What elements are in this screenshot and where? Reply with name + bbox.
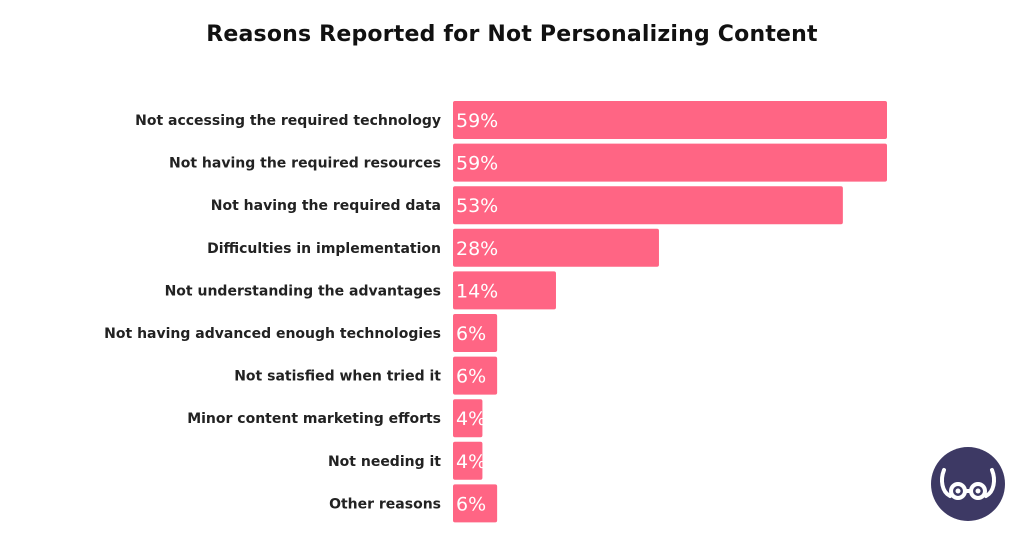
bar	[453, 143, 887, 182]
value-label: 4%	[456, 451, 486, 473]
category-label: Not accessing the required technology	[135, 113, 441, 129]
value-label: 6%	[456, 323, 486, 345]
value-label: 28%	[456, 238, 498, 260]
category-label: Not having advanced enough technologies	[104, 326, 441, 342]
category-label: Not having the required data	[211, 198, 441, 214]
bar	[453, 484, 498, 523]
category-label: Not understanding the advantages	[165, 283, 441, 299]
category-labels: Not accessing the required technology Not…	[104, 113, 441, 512]
value-label: 59%	[456, 153, 498, 175]
bar	[453, 356, 498, 395]
bar	[453, 399, 483, 438]
bar	[453, 186, 843, 225]
category-label: Minor content marketing efforts	[187, 411, 441, 427]
owl-eyes-logo-icon	[931, 447, 1005, 521]
category-label: Not needing it	[328, 454, 441, 470]
value-label: 14%	[456, 280, 498, 302]
bar	[453, 228, 659, 267]
category-label: Other reasons	[329, 496, 441, 512]
bar	[453, 271, 556, 310]
category-label: Not satisfied when tried it	[234, 369, 441, 385]
value-label: 4%	[456, 408, 486, 430]
bar	[453, 441, 483, 480]
value-label: 6%	[456, 366, 486, 388]
value-labels: 59% 59% 53% 28% 14% 6% 6% 4% 4% 6%	[456, 110, 498, 515]
category-label: Difficulties in implementation	[207, 241, 441, 257]
chart-title: Reasons Reported for Not Personalizing C…	[206, 22, 818, 47]
bar	[453, 101, 887, 139]
value-label: 53%	[456, 195, 498, 217]
value-label: 6%	[456, 493, 486, 515]
value-label: 59%	[456, 110, 498, 132]
bar	[453, 314, 498, 352]
bars	[453, 101, 887, 523]
category-label: Not having the required resources	[169, 156, 441, 172]
